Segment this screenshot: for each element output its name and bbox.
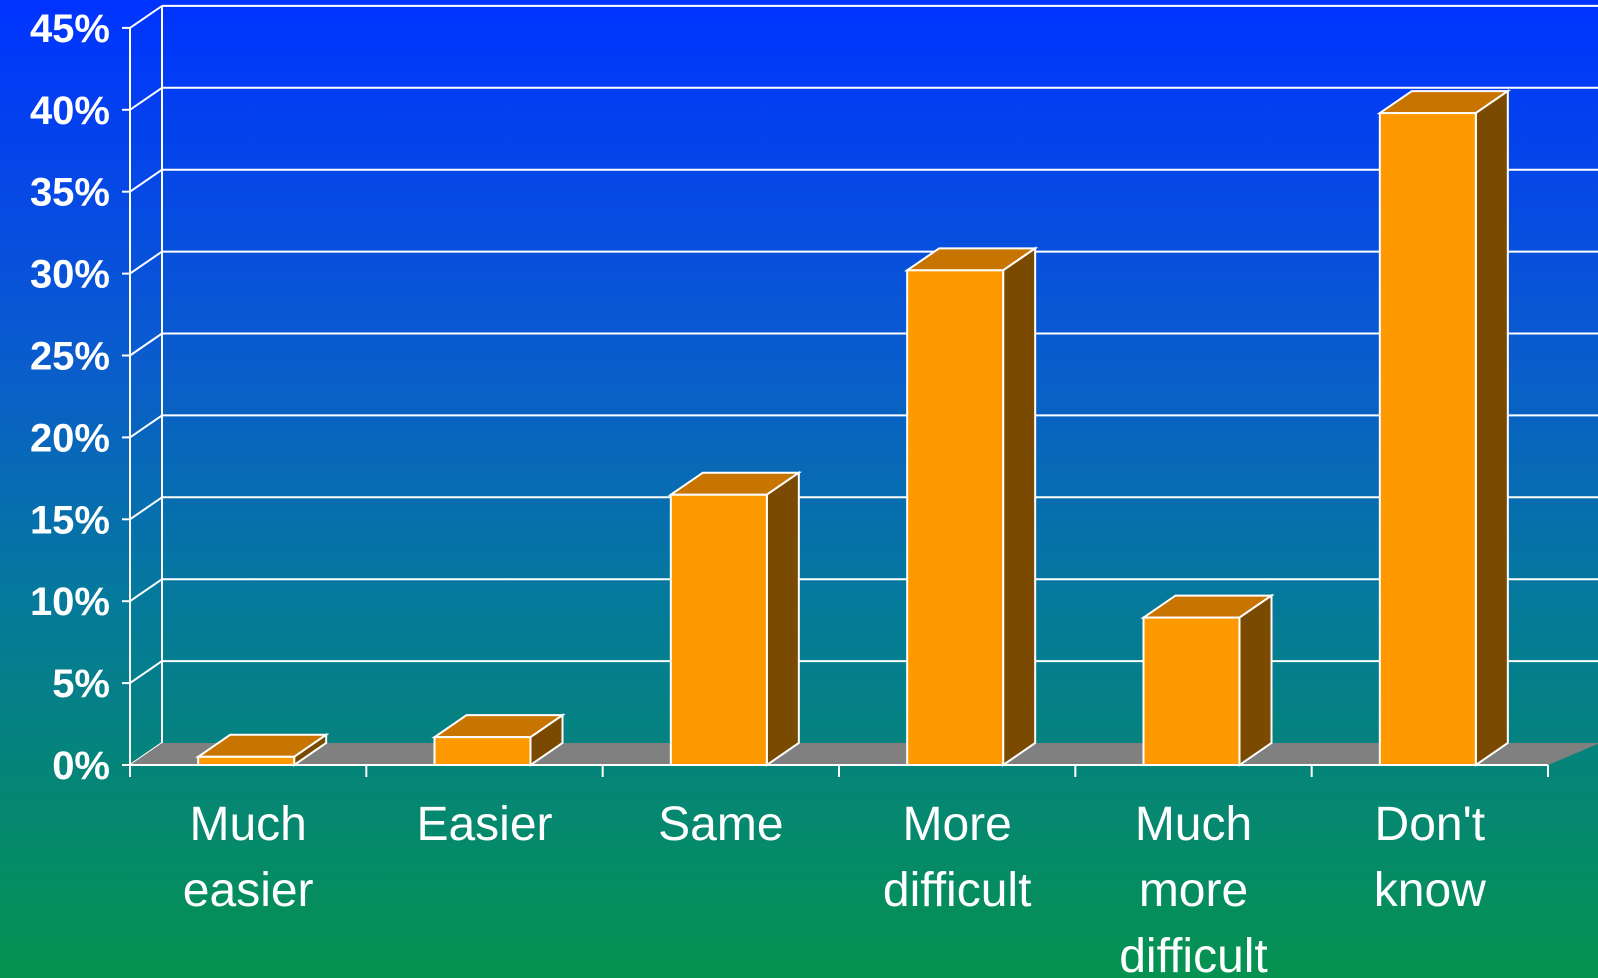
side-wall-line (129, 5, 163, 29)
bar-side (1474, 89, 1509, 767)
y-tick-label: 40% (30, 89, 110, 133)
bar-front (197, 755, 296, 766)
x-category-label-line: more (1139, 864, 1248, 917)
side-wall-line (129, 496, 163, 521)
bar (903, 246, 1039, 767)
side-wall-line (129, 414, 163, 439)
x-category-label-line: Much (1135, 798, 1252, 851)
y-tick-label: 5% (52, 662, 110, 706)
bar-front (1142, 616, 1241, 767)
bar-front (433, 736, 532, 766)
bars (194, 89, 1512, 767)
y-tick-label: 15% (30, 498, 110, 542)
y-axis-tick-labels: 0% 5% 10% 15% 20% 25% 30% 35% 40% 45% (30, 7, 110, 788)
bar-front (906, 269, 1005, 766)
x-category-label-line: More (902, 798, 1011, 851)
x-category-label-line: Much (189, 798, 306, 851)
side-wall-line (129, 168, 163, 193)
bar (194, 732, 330, 767)
x-category-label: Easier (416, 798, 552, 851)
bar (667, 470, 803, 767)
y-tick-label: 25% (30, 335, 110, 379)
y-tick-label: 10% (30, 580, 110, 624)
side-wall-line (129, 660, 163, 684)
x-axis-category-labels: Much easier Easier Same More difficult Much mor… (183, 798, 1486, 978)
y-tick-label: 0% (52, 744, 110, 788)
x-category-label-line: easier (183, 864, 314, 917)
x-category-label-line: difficult (1119, 930, 1268, 978)
x-category-label: Don't know (1374, 798, 1486, 917)
x-category-label: Much easier (183, 798, 314, 917)
bar-side (765, 470, 800, 767)
x-category-label-line: Same (658, 798, 783, 851)
grid-lines (129, 4, 1598, 766)
side-wall-line (129, 250, 163, 275)
x-category-label-line: know (1374, 864, 1486, 917)
bar-side (1238, 593, 1273, 767)
y-tick-label: 35% (30, 171, 110, 215)
y-tick-label: 30% (30, 253, 110, 297)
x-category-label-line: Don't (1375, 798, 1486, 851)
y-tick-label: 20% (30, 416, 110, 460)
x-category-label: Same (658, 798, 783, 851)
side-wall-line (129, 578, 163, 603)
x-category-label: Much more difficult (1119, 798, 1268, 978)
bar (1376, 89, 1512, 767)
bar (431, 713, 566, 767)
bar (1140, 593, 1275, 767)
axes (122, 5, 1549, 777)
y-tick-label: 45% (30, 7, 110, 51)
bar-side (1002, 246, 1037, 767)
bar-front (669, 493, 768, 766)
chart-floor (130, 743, 1598, 765)
side-wall-line (129, 86, 163, 111)
x-category-label-line: Easier (416, 798, 552, 851)
bar-front (1378, 112, 1477, 767)
side-wall-line (129, 332, 163, 357)
x-category-label-line: difficult (883, 864, 1032, 917)
x-category-label: More difficult (883, 798, 1032, 917)
floor-plane (130, 743, 1598, 765)
